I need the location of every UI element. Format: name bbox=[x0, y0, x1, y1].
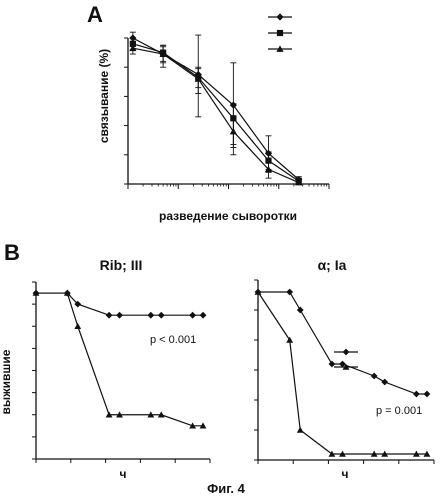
panel-b-left-point-1 bbox=[32, 289, 40, 296]
panel-b-right-point-1 bbox=[370, 450, 378, 457]
panel-b-right-point-0 bbox=[381, 378, 389, 386]
panel-b-left-point-0 bbox=[199, 311, 207, 319]
panel-b-right-legend-marker bbox=[342, 363, 350, 370]
chart-panel-b-left: Rib; III выжившие ч p < 0.001 bbox=[0, 257, 211, 481]
panel-b-left-point-1 bbox=[63, 289, 71, 296]
panel-b-left-point-0 bbox=[74, 300, 82, 308]
panel-b-right-legend-marker bbox=[342, 348, 350, 356]
panel-b-right-point-0 bbox=[286, 288, 294, 296]
panel-b-right-point-1 bbox=[339, 450, 346, 457]
panel-b-right-point-1 bbox=[254, 288, 262, 295]
panel-b-left-point-1 bbox=[189, 422, 196, 429]
panel-a-point-2 bbox=[295, 178, 303, 186]
panel-a-point-2 bbox=[159, 50, 167, 57]
panel-b-left-xlabel: ч bbox=[120, 467, 127, 481]
panel-b-left-title: Rib; III bbox=[100, 257, 143, 273]
panel-b-right-point-0 bbox=[413, 390, 420, 398]
legend-marker bbox=[276, 45, 284, 52]
chart-panel-b-right: α; Ia ч p = 0.001 bbox=[254, 257, 435, 481]
panel-b-right-point-1 bbox=[423, 450, 431, 457]
panel-b-right-point-0 bbox=[370, 372, 378, 380]
panel-a-point-2 bbox=[264, 165, 273, 173]
panel-b-left-point-1 bbox=[105, 411, 113, 418]
panel-b-right-point-1 bbox=[286, 336, 294, 343]
panel-b-left-point-1 bbox=[116, 411, 123, 418]
legend-marker bbox=[276, 29, 284, 37]
panel-b-right-point-1 bbox=[328, 450, 336, 457]
panel-b-left-point-1 bbox=[147, 411, 155, 418]
panel-b-right-series-line-0 bbox=[258, 291, 427, 395]
panel-a-series-line-0 bbox=[132, 37, 300, 181]
panel-b-left-point-1 bbox=[157, 411, 165, 418]
panel-letter-a: A bbox=[87, 2, 103, 27]
panel-b-right-point-0 bbox=[296, 306, 304, 314]
panel-b-right-point-0 bbox=[339, 360, 346, 368]
panel-b-left-point-1 bbox=[74, 322, 82, 329]
panel-b-left-point-0 bbox=[116, 311, 123, 319]
panel-a-point-2 bbox=[229, 127, 237, 135]
panel-b-right-series-line-1 bbox=[257, 291, 427, 455]
panel-b-right-point-0 bbox=[423, 390, 431, 398]
panel-b-right-point-1 bbox=[296, 426, 304, 433]
panel-b-right-point-1 bbox=[381, 450, 389, 457]
panel-letter-b: B bbox=[4, 240, 20, 265]
panel-a-point-2 bbox=[194, 75, 202, 82]
legend-marker bbox=[276, 13, 284, 21]
panel-a-series-line-1 bbox=[132, 43, 300, 182]
panel-b-left-point-1 bbox=[199, 422, 207, 429]
figure-caption: Фиг. 4 bbox=[207, 481, 245, 496]
panel-a-ylabel: связывание (%) bbox=[97, 49, 111, 143]
panel-a-xlabel: разведение сыворотки bbox=[159, 209, 297, 223]
panel-b-right-point-0 bbox=[328, 360, 336, 368]
panel-a-series-line-2 bbox=[132, 47, 299, 184]
panel-b-right-xlabel: ч bbox=[342, 467, 349, 481]
panel-b-right-point-1 bbox=[413, 450, 420, 457]
panel-b-left-point-0 bbox=[105, 311, 113, 319]
panel-b-left-ylabel: выжившие bbox=[0, 349, 13, 414]
panel-b-right-pvalue: p = 0.001 bbox=[376, 405, 422, 417]
panel-b-left-point-0 bbox=[147, 311, 155, 319]
panel-b-left-point-0 bbox=[157, 311, 165, 319]
panel-b-left-point-0 bbox=[189, 311, 196, 319]
panel-a-point-2 bbox=[129, 44, 137, 52]
chart-panel-a: связывание (%) разведение сыворотки bbox=[97, 13, 330, 223]
panel-b-right-title: α; Ia bbox=[318, 257, 347, 273]
panel-b-left-pvalue: p < 0.001 bbox=[150, 334, 196, 346]
